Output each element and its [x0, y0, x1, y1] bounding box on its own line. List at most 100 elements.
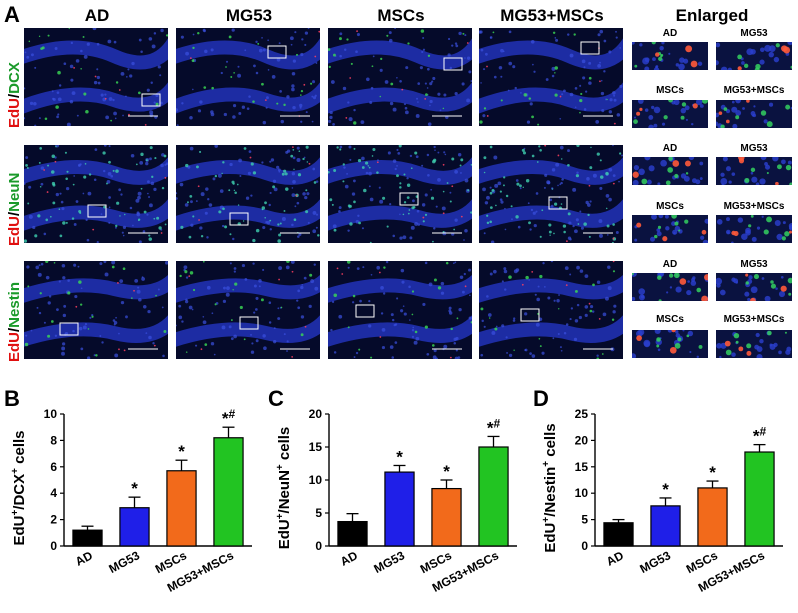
- significance-marker: *#: [222, 407, 236, 428]
- significance-marker: *#: [487, 416, 501, 437]
- significance-marker: *: [662, 480, 669, 499]
- y-tick-label: 2: [50, 513, 57, 527]
- micrograph: [328, 28, 472, 126]
- row-label-edu: EdU: [6, 216, 23, 246]
- x-tick-label: MG53: [371, 548, 407, 576]
- row-label-edu: EdU: [6, 332, 23, 362]
- enlarged-thumbnail: [632, 273, 708, 301]
- enlarged-thumbnail: [632, 215, 708, 243]
- enlarged-thumbnail: [716, 330, 792, 358]
- y-tick-label: 5: [581, 513, 588, 527]
- enlarged-thumbnail: [716, 42, 792, 70]
- y-tick-label: 0: [50, 539, 57, 553]
- bar-mscs: [698, 488, 727, 546]
- micrograph: [24, 145, 168, 243]
- row-label-sep: /: [6, 212, 23, 216]
- bar-ad: [604, 523, 633, 546]
- bar-mg53: [651, 506, 680, 546]
- x-tick-label: MG53: [106, 548, 142, 576]
- enlarged-label-mg53-mscs: MG53+MSCs: [716, 314, 792, 325]
- y-axis-label: EdU+/Nestin+ cells: [541, 423, 559, 552]
- bar-ad: [338, 522, 367, 546]
- enlarged-thumbnail: [632, 100, 708, 128]
- enlarged-label-mscs: MSCs: [632, 85, 708, 96]
- enlarged-thumbnail: [632, 330, 708, 358]
- micrograph: [24, 261, 168, 359]
- bar-mg53-mscs: [214, 438, 243, 546]
- enlarged-thumbnail: [716, 157, 792, 185]
- enlarged-label-ad: AD: [632, 143, 708, 154]
- enlarged-label-ad: AD: [632, 259, 708, 270]
- enlarged-label-mg53: MG53: [716, 143, 792, 154]
- y-tick-label: 6: [50, 460, 57, 474]
- enlarged-header: Enlarged: [632, 6, 792, 26]
- row-label-neun: EdU/NeuN: [6, 173, 23, 246]
- column-header-mg53: MG53: [174, 6, 324, 26]
- micrograph: [24, 28, 168, 126]
- panel-letter-a: A: [4, 2, 20, 28]
- y-tick-label: 25: [575, 407, 589, 421]
- y-tick-label: 8: [50, 433, 57, 447]
- significance-marker: *: [443, 462, 450, 481]
- micrograph: [176, 28, 320, 126]
- y-tick-label: 0: [315, 539, 322, 553]
- bar-mg53-mscs: [745, 452, 774, 546]
- row-label-edu: EdU: [6, 98, 23, 128]
- x-tick-label: MG53: [637, 548, 673, 576]
- significance-marker: *: [178, 442, 185, 461]
- row-label-nestin: EdU/Nestin: [6, 282, 23, 362]
- micrograph: [328, 145, 472, 243]
- micrograph: [176, 145, 320, 243]
- micrograph: [479, 261, 623, 359]
- row-label-dcx: EdU/DCX: [6, 62, 23, 128]
- row-label-sep: /: [6, 94, 23, 98]
- enlarged-thumbnail: [632, 157, 708, 185]
- chart-d: 0 5 10 15 20 25 EdU+/Nestin+ cells AD * MG53 * MSCs…: [531, 386, 798, 608]
- row-label-marker: NeuN: [6, 173, 23, 212]
- enlarged-label-mg53: MG53: [716, 28, 792, 39]
- row-label-sep: /: [6, 328, 23, 332]
- micrograph: [176, 261, 320, 359]
- y-tick-label: 10: [575, 486, 589, 500]
- significance-marker: *: [131, 479, 138, 498]
- x-tick-label: AD: [338, 548, 360, 569]
- bar-mg53: [385, 472, 414, 546]
- enlarged-thumbnail: [632, 42, 708, 70]
- y-tick-label: 15: [309, 440, 323, 454]
- y-axis-label: EdU+/NeuN+ cells: [275, 427, 293, 550]
- y-tick-label: 0: [581, 539, 588, 553]
- enlarged-label-mg53: MG53: [716, 259, 792, 270]
- y-tick-label: 10: [44, 407, 58, 421]
- enlarged-label-mg53-mscs: MG53+MSCs: [716, 201, 792, 212]
- enlarged-thumbnail: [716, 100, 792, 128]
- row-label-marker: Nestin: [6, 282, 23, 328]
- bar-mg53-mscs: [479, 447, 508, 546]
- y-tick-label: 5: [315, 506, 322, 520]
- x-tick-label: AD: [73, 548, 95, 569]
- column-header-mscs: MSCs: [326, 6, 476, 26]
- enlarged-thumbnail: [716, 215, 792, 243]
- micrograph: [479, 145, 623, 243]
- significance-marker: *: [396, 447, 403, 466]
- bar-mscs: [432, 489, 461, 546]
- significance-marker: *#: [753, 425, 767, 446]
- bar-mscs: [167, 471, 196, 546]
- enlarged-label-mscs: MSCs: [632, 314, 708, 325]
- y-tick-label: 20: [309, 407, 323, 421]
- y-tick-label: 20: [575, 433, 589, 447]
- enlarged-thumbnail: [716, 273, 792, 301]
- micrograph: [328, 261, 472, 359]
- row-label-marker: DCX: [6, 62, 23, 94]
- y-axis-label: EdU+/DCX+ cells: [10, 430, 28, 545]
- bar-ad: [73, 530, 102, 546]
- column-header-ad: AD: [22, 6, 172, 26]
- enlarged-label-mg53-mscs: MG53+MSCs: [716, 85, 792, 96]
- y-tick-label: 15: [575, 460, 589, 474]
- enlarged-label-ad: AD: [632, 28, 708, 39]
- significance-marker: *: [709, 463, 716, 482]
- micrograph: [479, 28, 623, 126]
- y-tick-label: 10: [309, 473, 323, 487]
- bar-mg53: [120, 508, 149, 546]
